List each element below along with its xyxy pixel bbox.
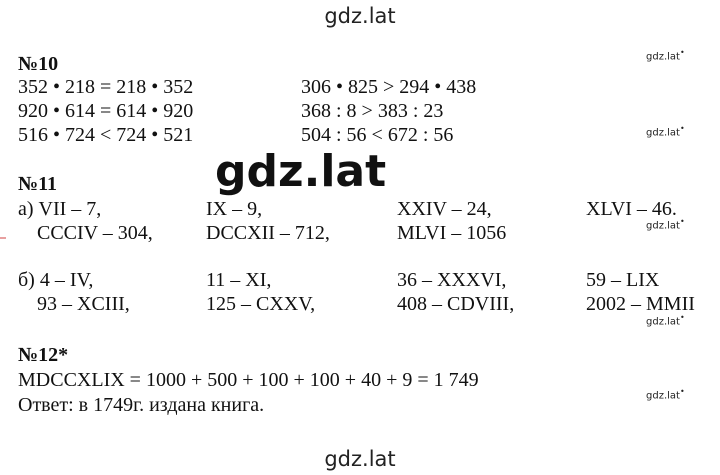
watermark-small-3: gdz.lat• (646, 217, 685, 231)
task11-a-row2-col2: DCCXII – 712, (206, 222, 330, 244)
task11-b-row1-col2: 11 – XI, (206, 269, 272, 291)
task11-a-row2-col3: MLVI – 1056 (397, 222, 507, 244)
watermark-small-text: gdz.lat (646, 127, 680, 139)
watermark-small-dot: • (679, 313, 685, 322)
task11-a-row1-col1: а) VII – 7, (18, 198, 102, 220)
task11-a-row1-col4: XLVI – 46. (586, 198, 677, 220)
watermark-small-text: gdz.lat (646, 316, 680, 328)
task12-equation: MDCCXLIX = 1000 + 500 + 100 + 100 + 40 +… (18, 369, 479, 391)
task11-b-row2-col1: 93 – XCIII, (37, 293, 130, 315)
task12-answer: Ответ: в 1749г. издана книга. (18, 394, 265, 416)
task11-a-row1-col3: XXIV – 24, (397, 198, 492, 220)
task10-left-line-3: 516 • 724 < 724 • 521 (18, 124, 194, 146)
watermark-large: gdz.lat (215, 146, 387, 197)
watermark-small-dot: • (679, 48, 685, 57)
watermark-small-text: gdz.lat (646, 390, 680, 402)
task11-b-row1-col3: 36 – XXXVI, (397, 269, 507, 291)
task11-a-row1-col2: IX – 9, (206, 198, 263, 220)
watermark-small-2: gdz.lat• (646, 124, 685, 138)
watermark-top: gdz.lat (324, 4, 396, 28)
watermark-small-dot: • (679, 387, 685, 396)
watermark-small-1: gdz.lat• (646, 48, 685, 62)
task11-b-row1-col1: б) 4 – IV, (18, 269, 94, 291)
task11-b-row2-col4: 2002 – MMII (586, 293, 695, 315)
watermark-small-dot: • (679, 217, 685, 226)
task11-b-row1-col4: 59 – LIX (586, 269, 660, 291)
watermark-small-dot: • (679, 124, 685, 133)
watermark-bottom: gdz.lat (324, 447, 396, 471)
task11-a-row2-col1: CCCIV – 304, (37, 222, 153, 244)
task10-title: №10 (18, 53, 59, 75)
task11-b-row2-col2: 125 – CXXV, (206, 293, 316, 315)
task11-b-row2-col3: 408 – CDVIII, (397, 293, 515, 315)
watermark-small-text: gdz.lat (646, 51, 680, 63)
task11-title: №11 (18, 173, 57, 195)
task10-right-line-1: 306 • 825 > 294 • 438 (301, 76, 477, 98)
watermark-small-4: gdz.lat• (646, 313, 685, 327)
task10-right-line-3: 504 : 56 < 672 : 56 (301, 124, 454, 146)
watermark-small-5: gdz.lat• (646, 387, 685, 401)
task10-right-line-2: 368 : 8 > 383 : 23 (301, 100, 444, 122)
task10-left-line-1: 352 • 218 = 218 • 352 (18, 76, 194, 98)
task10-left-line-2: 920 • 614 = 614 • 920 (18, 100, 194, 122)
watermark-small-text: gdz.lat (646, 220, 680, 232)
task12-title: №12* (18, 344, 69, 366)
margin-mark (0, 237, 6, 239)
